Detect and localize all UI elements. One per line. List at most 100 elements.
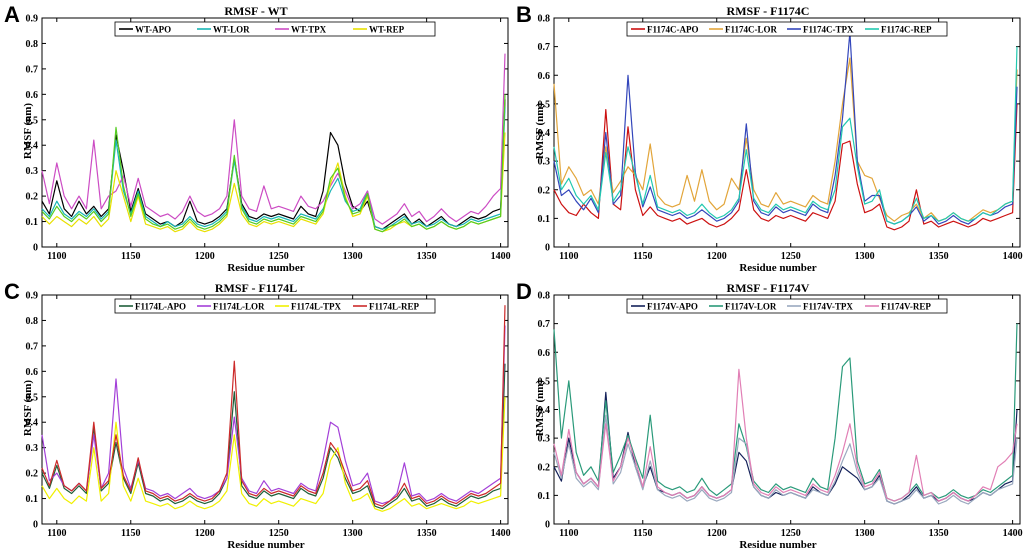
y-tick-label: 0.6	[538, 71, 551, 82]
legend-label: F1174V-REP	[881, 302, 931, 312]
panel-d: D RMSF - F1174V RMSF (nm) Residue number…	[512, 277, 1024, 554]
y-tick-label: 0.8	[26, 39, 39, 50]
legend-label: WT-TPX	[291, 25, 327, 35]
chart-title: RMSF - F1174V	[726, 281, 810, 295]
y-tick-label: 0.5	[26, 392, 39, 403]
series-line-4	[553, 46, 1018, 225]
y-tick-label: 0.9	[26, 291, 39, 302]
series-line-5	[41, 94, 506, 233]
y-tick-label: 0.7	[538, 319, 551, 330]
y-tick-label: 0.1	[538, 491, 551, 502]
y-tick-label: 0.3	[26, 443, 39, 454]
series-line-1	[553, 103, 1018, 231]
y-tick-label: 0.7	[26, 64, 39, 75]
y-tick-label: 0.3	[538, 434, 551, 445]
x-tick-label: 1350	[417, 251, 437, 262]
rmsf-plot-area: 0 0.1 0.2 0.3 0.4 0.5 0.6 0.7 0.8 0.9 1100 1150 1200…	[26, 14, 511, 263]
legend-label: F1174L-APO	[135, 302, 186, 312]
series-line-3	[553, 31, 1018, 225]
chart-title: RMSF - F1174C	[726, 4, 810, 18]
series-line-4	[41, 305, 506, 507]
x-tick-label: 1100	[559, 251, 578, 262]
x-tick-label: 1200	[195, 528, 215, 539]
panel-b: B RMSF - F1174C RMSF (nm) Residue number…	[512, 0, 1024, 277]
x-axis-title: Residue number	[739, 262, 817, 274]
x-tick-label: 1300	[343, 251, 363, 262]
legend-label: F1174C-TPX	[803, 25, 854, 35]
rmsf-plot-area: 0 0.1 0.2 0.3 0.4 0.5 0.6 0.7 0.8 1100 1150 1200 125…	[538, 14, 1023, 263]
series-line-2	[41, 107, 506, 230]
x-tick-label: 1250	[781, 528, 801, 539]
x-tick-label: 1350	[417, 528, 437, 539]
rmsf-plot-area: 0 0.1 0.2 0.3 0.4 0.5 0.6 0.7 0.8 1100 1150 1200 125…	[538, 291, 1023, 540]
legend-label: F1174L-TPX	[291, 302, 342, 312]
y-tick-label: 0.4	[538, 128, 551, 139]
y-tick-label: 0	[33, 243, 38, 254]
y-tick-label: 0.7	[26, 341, 39, 352]
legend-label: F1174C-LOR	[725, 25, 778, 35]
x-tick-label: 1100	[47, 528, 66, 539]
series-line-2	[553, 323, 1018, 502]
y-tick-label: 0.6	[26, 90, 39, 101]
x-tick-label: 1200	[195, 251, 215, 262]
x-tick-label: 1100	[559, 528, 578, 539]
x-axis-title: Residue number	[739, 539, 817, 551]
x-tick-label: 1300	[855, 528, 875, 539]
panel-label: C	[4, 279, 20, 304]
x-axis-title: Residue number	[227, 262, 305, 274]
panel-label: D	[516, 279, 532, 304]
y-tick-label: 0.8	[538, 291, 551, 302]
series-line-2	[41, 325, 506, 505]
x-axis-title: Residue number	[227, 539, 305, 551]
x-tick-label: 1300	[855, 251, 875, 262]
y-tick-label: 0.3	[538, 157, 551, 168]
series-line-1	[41, 363, 506, 510]
x-tick-label: 1150	[633, 528, 652, 539]
axes-frame	[553, 294, 1021, 525]
y-tick-label: 0.2	[26, 469, 39, 480]
x-tick-label: 1250	[781, 251, 801, 262]
legend-label: WT-LOR	[213, 25, 250, 35]
x-tick-label: 1250	[269, 528, 289, 539]
y-tick-label: 0.3	[26, 166, 39, 177]
y-tick-label: 0.5	[538, 99, 551, 110]
legend-label: WT-REP	[369, 25, 405, 35]
legend-label: F1174V-LOR	[725, 302, 777, 312]
y-tick-label: 0.1	[26, 494, 39, 505]
series-line-3	[41, 396, 506, 512]
legend-label: F1174L-LOR	[213, 302, 265, 312]
legend-label: F1174V-APO	[647, 302, 698, 312]
panel-a: A RMSF - WT RMSF (nm) Residue number 0 0.…	[0, 0, 512, 277]
legend-label: F1174C-REP	[881, 25, 932, 35]
chart-title: RMSF - F1174L	[214, 281, 298, 295]
y-tick-label: 0.9	[26, 14, 39, 25]
y-tick-label: 0.8	[26, 316, 39, 327]
chart-title: RMSF - WT	[224, 4, 288, 18]
y-tick-label: 0.5	[538, 376, 551, 387]
x-tick-label: 1200	[707, 528, 727, 539]
x-tick-label: 1150	[121, 528, 140, 539]
y-tick-label: 0.8	[538, 14, 551, 25]
x-tick-label: 1350	[929, 251, 949, 262]
x-tick-label: 1250	[269, 251, 289, 262]
y-tick-label: 0.6	[538, 348, 551, 359]
x-tick-label: 1150	[121, 251, 140, 262]
series-line-3	[553, 414, 1018, 505]
x-tick-label: 1150	[633, 251, 652, 262]
x-tick-label: 1400	[491, 528, 511, 539]
legend-label: F1174V-TPX	[803, 302, 853, 312]
y-tick-label: 0	[33, 520, 38, 531]
x-tick-label: 1200	[707, 251, 727, 262]
y-tick-label: 0.1	[538, 214, 551, 225]
y-tick-label: 0	[545, 243, 550, 254]
legend-label: F1174C-APO	[647, 25, 699, 35]
axes-frame	[41, 294, 509, 525]
axes-frame	[41, 17, 509, 248]
y-tick-label: 0.4	[538, 405, 551, 416]
y-tick-label: 0.2	[26, 192, 39, 203]
series-line-1	[41, 99, 506, 230]
rmsf-plot-area: 0 0.1 0.2 0.3 0.4 0.5 0.6 0.7 0.8 0.9 1100 1150 1200…	[26, 291, 511, 540]
x-tick-label: 1400	[491, 251, 511, 262]
y-tick-label: 0	[545, 520, 550, 531]
y-tick-label: 0.1	[26, 217, 39, 228]
